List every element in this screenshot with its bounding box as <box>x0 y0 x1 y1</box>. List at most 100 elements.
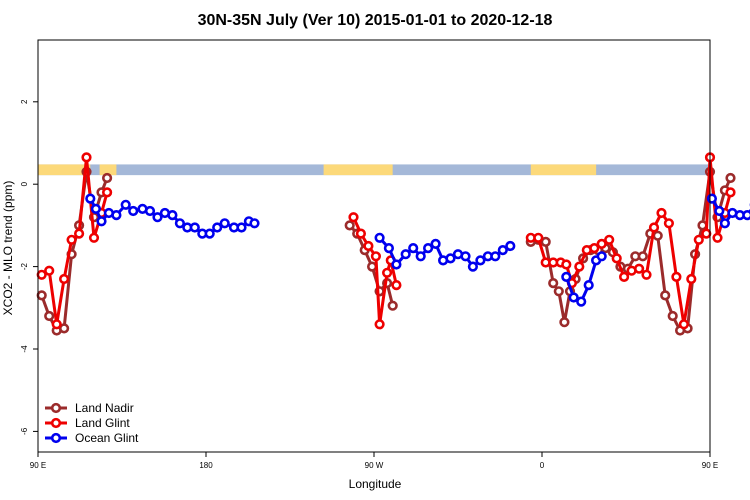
data-point <box>204 228 215 239</box>
data-point <box>85 193 96 204</box>
data-point <box>712 232 723 243</box>
data-point <box>128 205 139 217</box>
data-point <box>383 243 395 254</box>
x-tick-label: 0 <box>540 461 545 470</box>
data-point <box>44 265 55 276</box>
data-point <box>663 218 675 229</box>
x-tick-label: 90 E <box>702 461 718 470</box>
data-point <box>423 243 434 254</box>
data-point <box>637 251 648 262</box>
data-point <box>348 212 359 223</box>
data-point <box>559 317 570 328</box>
data-point <box>671 271 682 283</box>
legend-swatch-marker <box>50 432 62 444</box>
x-tick-label: 90 W <box>365 461 384 470</box>
data-point <box>90 203 101 214</box>
data-point <box>641 269 652 280</box>
x-tick-label: 180 <box>199 461 213 470</box>
data-point <box>678 319 690 330</box>
data-point <box>152 212 163 223</box>
data-point <box>36 290 47 301</box>
legend-label: Land Nadir <box>75 401 134 415</box>
data-point <box>561 259 572 270</box>
y-tick-label: -2 <box>20 262 29 270</box>
data-point <box>120 199 131 210</box>
data-point <box>249 218 260 229</box>
data-point <box>561 271 572 283</box>
y-tick-label: -4 <box>20 345 29 353</box>
data-point <box>725 172 736 184</box>
series-ocean-glint <box>85 193 750 307</box>
legend-item: Land Nadir <box>45 401 134 415</box>
data-point <box>467 261 479 272</box>
legend-item: Ocean Glint <box>45 431 139 445</box>
data-point <box>583 280 594 291</box>
x-axis-label: Longitude <box>349 477 402 491</box>
chart-title: 30N-35N July (Ver 10) 2015-01-01 to 2020… <box>198 12 553 29</box>
data-point <box>742 210 750 221</box>
data-point <box>58 323 70 334</box>
data-point <box>505 240 516 252</box>
data-point <box>415 251 426 262</box>
legend-item: Land Glint <box>45 416 130 430</box>
data-point <box>460 251 471 262</box>
data-point <box>44 310 55 322</box>
data-point <box>236 222 247 233</box>
data-point <box>701 228 712 239</box>
data-point <box>363 240 374 252</box>
data-point <box>633 263 645 274</box>
data-point <box>596 251 607 262</box>
legend-label: Land Glint <box>75 416 130 430</box>
data-point <box>144 205 156 217</box>
y-axis-ticks: 2 0 -2 -4 -6 <box>20 99 38 435</box>
data-point <box>548 278 559 289</box>
data-point <box>391 259 402 270</box>
data-point <box>475 255 486 266</box>
data-point <box>174 218 185 229</box>
data-point <box>576 296 587 307</box>
data-point <box>355 228 367 239</box>
data-point <box>648 222 660 233</box>
data-point <box>656 207 667 219</box>
data-point <box>618 271 630 283</box>
data-point <box>88 232 100 243</box>
legend-label: Ocean Glint <box>75 431 139 445</box>
data-point <box>408 243 419 254</box>
data-point <box>596 238 607 249</box>
data-point <box>81 152 92 163</box>
y-tick-label: 2 <box>20 99 29 104</box>
data-point <box>490 251 501 262</box>
data-point <box>101 172 113 184</box>
data-point <box>101 187 113 198</box>
data-point <box>391 280 402 291</box>
data-point <box>400 249 411 260</box>
data-point <box>344 220 355 231</box>
data-point <box>725 187 736 198</box>
data-point <box>611 253 622 264</box>
land-band-segment <box>323 164 393 176</box>
data-point <box>430 238 441 249</box>
land-ocean-band <box>38 164 710 176</box>
y-axis-label: XCO2 - MLO trend (ppm) <box>1 181 15 316</box>
y-tick-label: -6 <box>20 427 29 435</box>
land-band-segment <box>38 164 91 176</box>
data-point <box>604 234 615 245</box>
legend-swatch-marker <box>50 417 62 429</box>
data-point <box>387 300 398 311</box>
data-point <box>51 319 62 330</box>
data-point <box>167 210 178 221</box>
land-band-segment <box>99 164 117 176</box>
data-point <box>374 232 385 243</box>
x-tick-label: 90 E <box>30 461 46 470</box>
data-point <box>714 205 725 217</box>
data-point <box>660 290 671 301</box>
data-point <box>212 222 223 233</box>
data-point <box>652 230 663 241</box>
data-point <box>66 234 77 245</box>
data-point <box>445 253 456 264</box>
data-point <box>497 245 508 256</box>
data-point <box>693 234 704 245</box>
data-point <box>533 232 544 243</box>
